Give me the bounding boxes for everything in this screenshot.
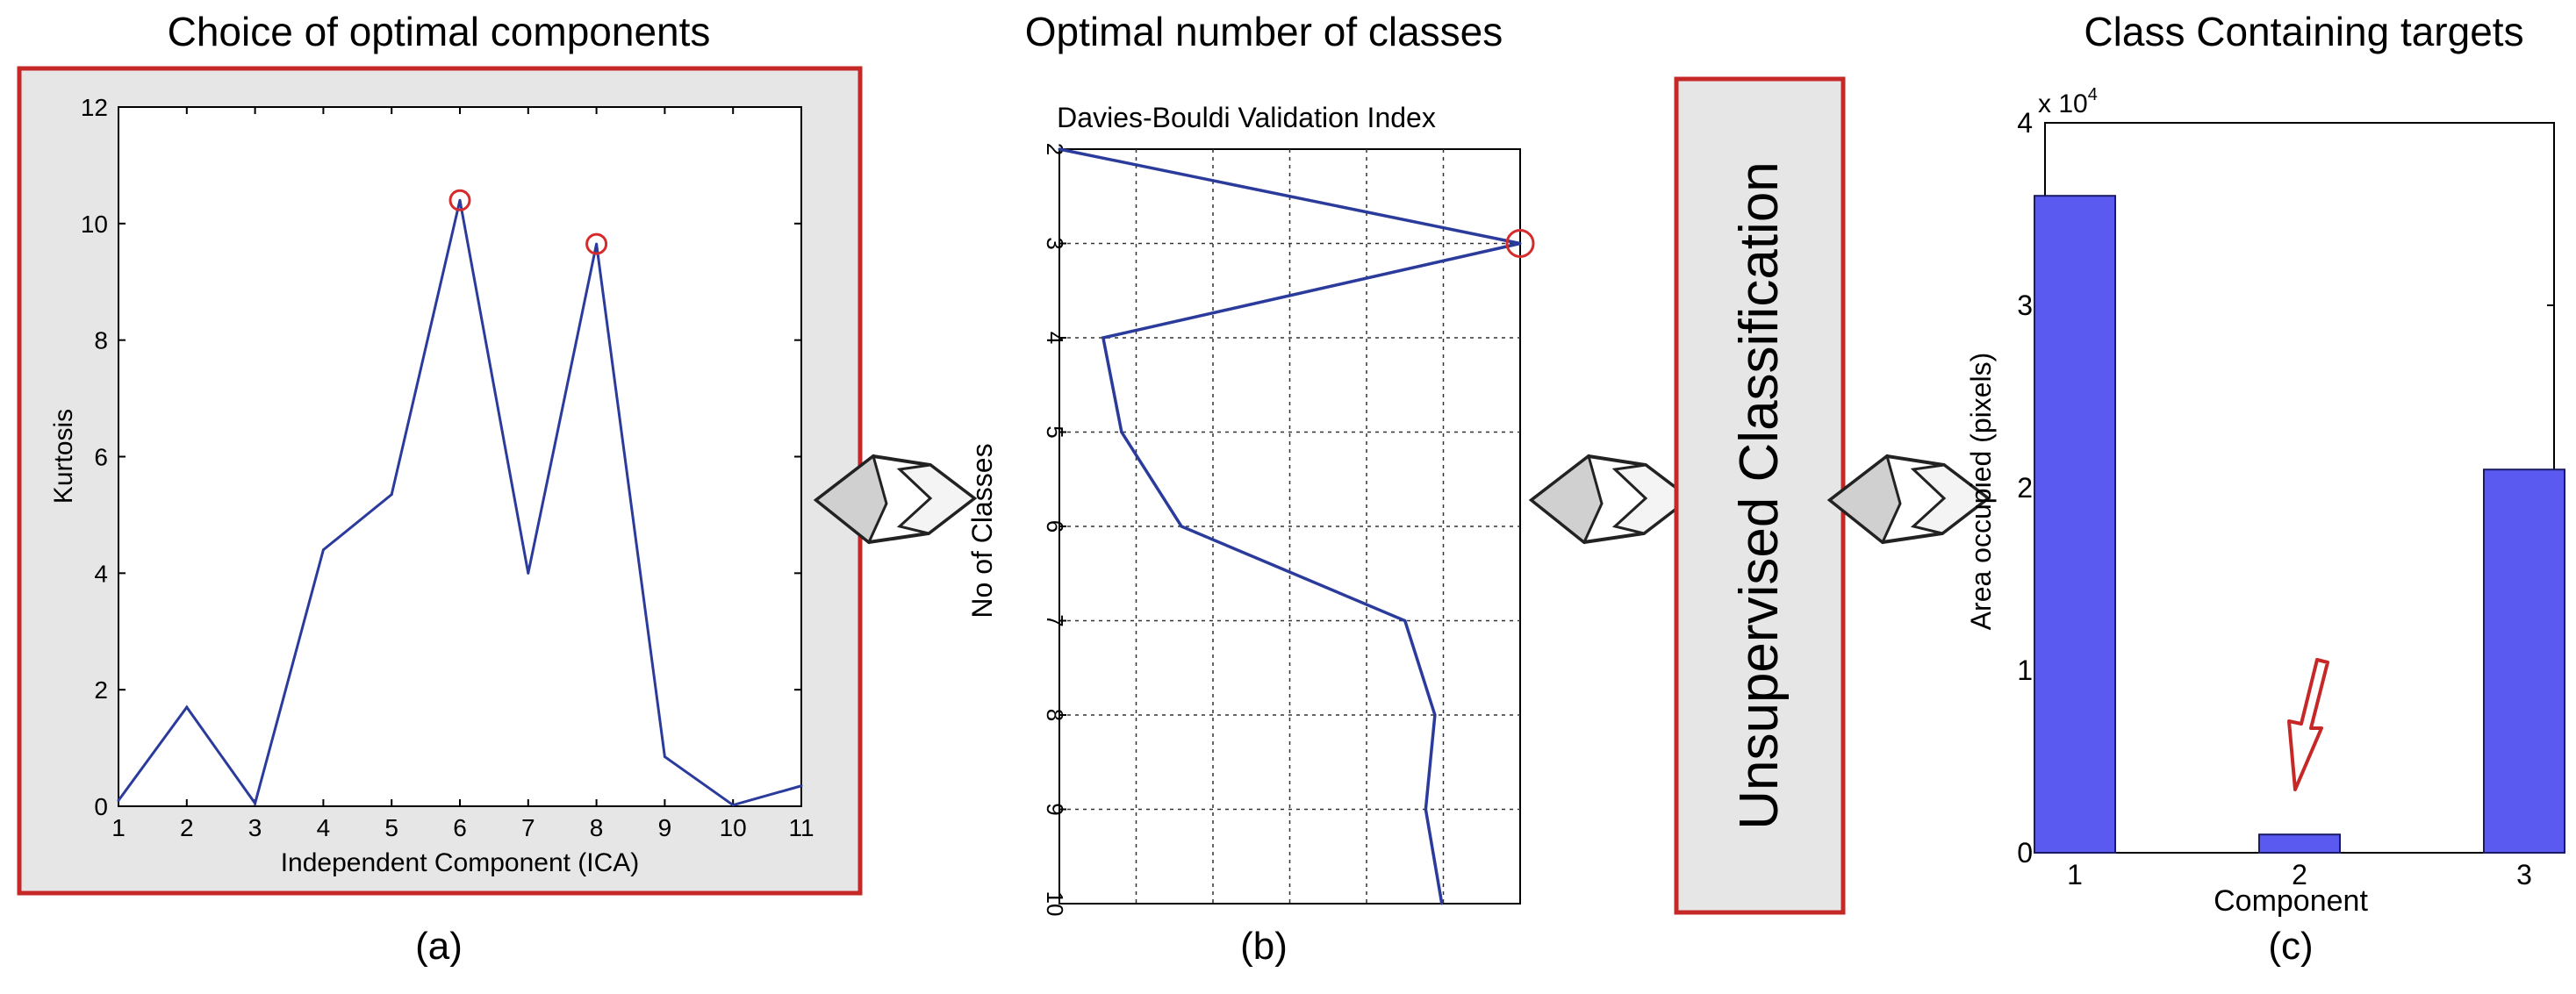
x-tick-label: 11 [788,814,814,841]
y-tick-label: 4 [2017,107,2033,139]
y-tick-label: 2 [1042,143,1068,155]
data-point [527,571,530,575]
data-point [1120,431,1123,433]
panel-a-marks [117,189,803,807]
data-point [390,493,393,497]
data-point [1433,713,1437,717]
y-tick-label: 4 [94,560,108,587]
target-arrow-icon [2287,658,2329,791]
x-tick-label: 6 [453,814,467,841]
y-tick-label: 4 [1042,332,1068,344]
y-tick-label: 1 [2017,654,2033,686]
data-point [663,755,666,759]
panel-a: Choice of optimal components 1 2 3 4 5 6 7 8 9 10… [17,9,863,968]
bar-component-2 [2258,833,2341,855]
data-point [458,198,462,202]
data-point [1518,242,1522,245]
data-point [321,548,325,552]
data-point [731,804,735,807]
unsupervised-classification-box: Unsupervised Classification [1674,76,1846,915]
y-tick-label: 8 [1042,709,1068,721]
data-point [1424,808,1427,811]
unsupervised-classification-label: Unsupervised Classification [1729,161,1790,830]
data-point [1403,619,1407,622]
x-tick-label: 1 [2067,859,2083,890]
panel-c-marks [2034,195,2565,855]
y-tick-label: 2 [2017,472,2033,504]
highlight-marker [448,189,471,211]
panel-b-heading: Optimal number of classes [1025,9,1503,54]
y-tick-label: 10 [81,211,108,238]
y-tick-label: 3 [1042,237,1068,249]
panel-b-title: Davies-Bouldi Validation Index [1057,102,1436,133]
x-tick-label: 9 [658,814,672,841]
panel-a-ylabel: Kurtosis [49,409,78,504]
y-tick-label: 0 [2017,837,2033,869]
y-tick-label: 7 [1042,614,1068,626]
x-tick-label: 4 [317,814,331,841]
x-tick-label: 10 [720,814,747,841]
x-tick-label: 1 [111,814,126,841]
y-tick-label: 5 [1042,425,1068,438]
panel-b-marks [1058,147,1535,905]
panel-b-ylabel: No of Classes [966,443,998,618]
data-point [595,242,599,246]
panel-b: Optimal number of classes Davies-Bouldi … [966,9,1535,968]
y-tick-label: 2 [94,676,108,704]
panel-c-heading: Class Containing targets [2084,9,2523,54]
y-tick-label: 10 [1042,891,1068,917]
flow-arrow-icon [813,454,978,545]
panel-c-multiplier-base: x 10 [2038,89,2088,118]
panel-a-caption: (a) [415,925,463,968]
y-tick-label: 9 [1042,803,1068,815]
data-point [185,705,189,709]
panel-c-axes: 0 1 2 3 4 1 2 3 [2017,107,2554,890]
panel-c-caption: (c) [2268,925,2313,968]
x-tick-label: 2 [2292,859,2307,890]
panel-a-plot-area [118,106,802,807]
y-tick-label: 12 [81,94,108,121]
data-point [1101,336,1105,340]
data-point [800,784,803,788]
panel-c-multiplier: x 104 [2038,85,2098,118]
y-tick-label: 0 [94,793,108,820]
bar-component-1 [2034,195,2116,854]
panel-a-heading: Choice of optimal components [168,9,711,54]
panel-b-axes: 2 3 4 5 6 7 8 9 10 [1042,143,1520,917]
data-point [1440,902,1444,905]
y-tick-label: 6 [94,444,108,471]
x-tick-label: 2 [180,814,194,841]
data-point [1058,147,1061,151]
bar-component-3 [2483,468,2565,854]
panel-c-xlabel: Component [2214,884,2368,918]
highlight-marker [585,232,608,255]
x-tick-label: 3 [2516,859,2532,890]
flow-arrow-icon [1826,454,1991,545]
highlight-marker [1505,229,1535,258]
x-tick-label: 3 [248,814,262,841]
panel-c-ylabel: Area occupied (pixels) [1965,353,1997,631]
x-tick-label: 7 [521,814,535,841]
y-tick-label: 6 [1042,520,1068,533]
panel-b-caption: (b) [1240,925,1288,968]
panel-c-multiplier-exponent: 4 [2088,85,2098,104]
data-point [117,798,120,802]
x-tick-label: 5 [384,814,398,841]
y-tick-label: 3 [2017,290,2033,321]
panel-a-xlabel: Independent Component (ICA) [281,848,640,877]
y-tick-label: 8 [94,327,108,354]
x-tick-label: 8 [590,814,604,841]
flow-arrow-icon [1528,454,1693,545]
data-point [1180,525,1183,528]
data-point [254,802,257,805]
